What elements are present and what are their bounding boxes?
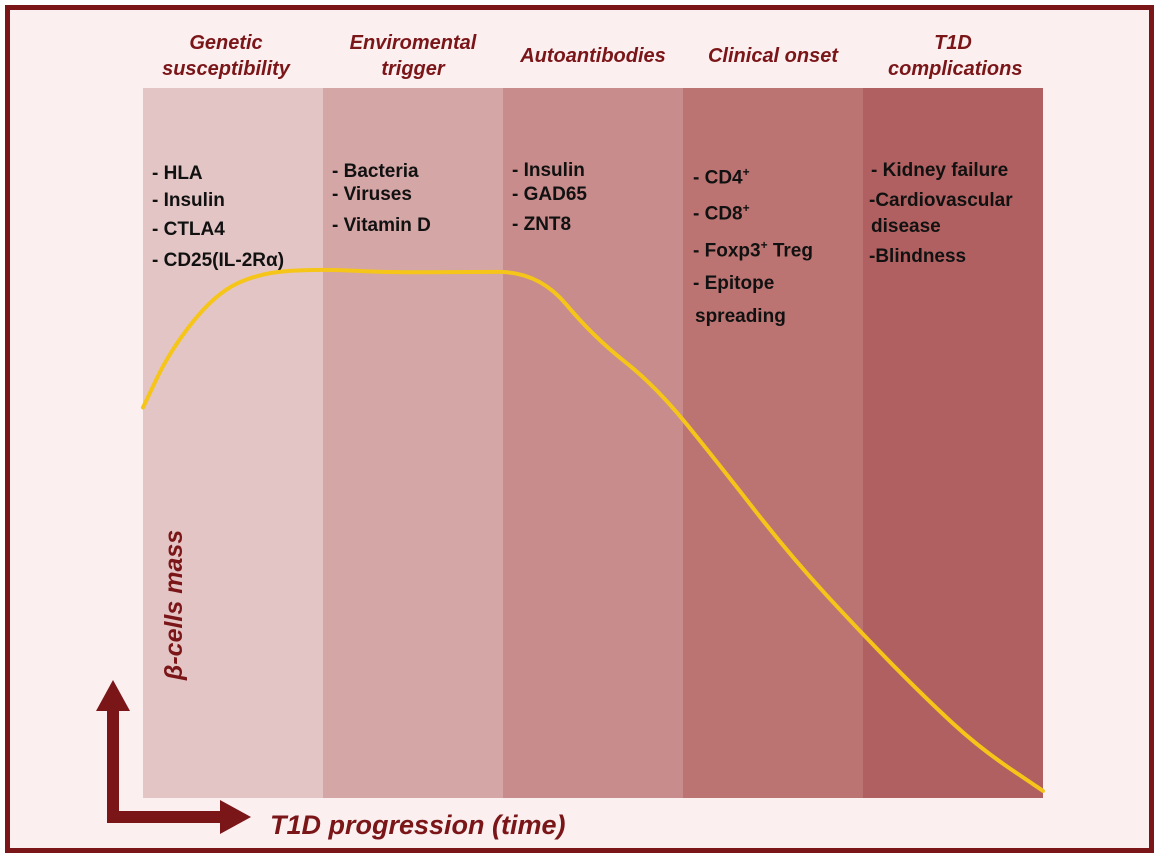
stage-genetic-susceptibility [143,88,323,798]
x-axis-label: T1D progression (time) [270,810,566,840]
stage-items-environmental: - Bacteria - Viruses - Vitamin D [332,159,512,239]
stage-clinical-onset [683,88,863,798]
diagram-frame: Genetic susceptibility Enviromental trig… [5,5,1154,853]
list-item: - Epitope [693,272,775,294]
list-item: - CD4+ [693,165,750,189]
list-item: - Foxp3+ Treg [693,237,813,261]
list-item: disease [871,216,941,237]
stage-items-complications: - Kidney failure -Cardiovascular disease… [863,156,1043,272]
list-item: - CD8+ [693,201,750,225]
stage-items-autoantibodies: - Insulin - GAD65 - ZNT8 [512,157,692,238]
list-item: - CTLA4 [152,219,225,240]
stage-environmental-trigger [323,88,503,798]
list-item: - HLA [152,163,203,184]
x-axis-arrow [107,800,251,834]
list-item: - CD25(IL-2Rα) [152,250,285,271]
stage-heading: Autoantibodies [520,45,666,67]
y-axis-label: β-cells mass [160,529,188,681]
stage-heading: Clinical onset [707,45,839,67]
list-item: -Blindness [869,246,967,267]
stage-t1d-complications [863,88,1043,798]
beta-cell-curve-canvas [96,267,1045,834]
stage-heading: T1D complications [888,32,1023,80]
stage-heading: Enviromental trigger [349,32,477,80]
list-item: spreading [695,305,786,327]
list-item: - Insulin [512,160,585,181]
beta-cell-mass-curve [141,267,1045,793]
list-item: - Kidney failure [871,160,1009,181]
list-item: -Cardiovascular [869,190,1013,211]
stage-heading: Genetic susceptibility [162,32,290,80]
list-item: - Vitamin D [332,215,431,236]
list-item: - GAD65 [512,184,587,205]
stage-autoantibodies [503,88,683,798]
list-item: - Insulin [152,190,225,211]
list-item: - Viruses [332,184,412,205]
stage-items-genetic: - HLA - Insulin - CTLA4 - CD25(IL-2Rα) [152,160,332,274]
list-item: - Bacteria [332,161,419,182]
list-item: - ZNT8 [512,214,572,235]
stage-items-clinical: - CD4+ - CD8+ - Foxp3+ Treg - Epitope sp… [693,157,873,332]
y-axis-arrow [96,680,130,823]
